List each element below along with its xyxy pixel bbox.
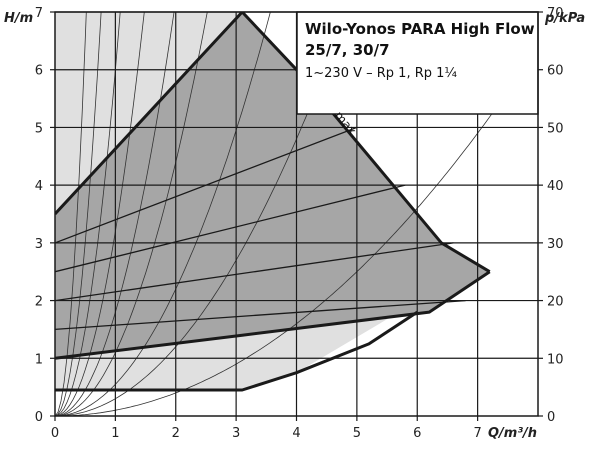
pump-curve-6 xyxy=(55,299,466,331)
system-curve-4 xyxy=(55,12,121,416)
y-tick-label-2: 2 xyxy=(35,295,43,310)
pump-curve-1 xyxy=(55,270,491,360)
y-tick-label-5: 5 xyxy=(35,121,43,136)
system-curve-5 xyxy=(55,12,102,416)
right-axis-label: p/kPa xyxy=(544,11,585,26)
x-tick-label-2: 2 xyxy=(172,426,180,441)
r-tick-label-40: 40 xyxy=(547,179,564,194)
y-tick-label-1: 1 xyxy=(35,352,43,367)
pump-curve-2 xyxy=(55,310,419,392)
x-tick-label-7: 7 xyxy=(473,426,481,441)
pump-curve-5 xyxy=(55,242,454,302)
x-tick-label-1: 1 xyxy=(111,426,119,441)
x-tick-label-5: 5 xyxy=(353,426,361,441)
pump-curve-3 xyxy=(55,126,358,244)
y-tick-label-4: 4 xyxy=(35,179,43,194)
y-tick-label-3: 3 xyxy=(35,237,43,252)
chart-title: Wilo-Yonos PARA High Flow xyxy=(305,20,535,38)
system-curve-6 xyxy=(55,12,87,416)
r-tick-label-20: 20 xyxy=(547,295,564,310)
x-tick-label-6: 6 xyxy=(413,426,421,441)
r-tick-label-60: 60 xyxy=(547,64,564,79)
x-axis-label: Q/m³/h xyxy=(488,426,537,441)
x-tick-label-4: 4 xyxy=(292,426,300,441)
chart-subtitle-2: 1~230 V – Rp 1, Rp 1¼ xyxy=(305,66,457,81)
chart-subtitle-1: 25/7, 30/7 xyxy=(305,41,390,59)
y-tick-label-7: 7 xyxy=(35,6,43,21)
r-tick-label-10: 10 xyxy=(547,352,564,367)
y-tick-label-6: 6 xyxy=(35,64,43,79)
x-tick-label-3: 3 xyxy=(232,426,240,441)
r-tick-label-30: 30 xyxy=(547,237,564,252)
r-tick-label-0: 0 xyxy=(547,410,555,425)
pump-curve-4 xyxy=(55,184,406,273)
r-tick-label-50: 50 xyxy=(547,121,564,136)
left-axis-label: H/m xyxy=(4,11,33,26)
system-curve-1 xyxy=(55,12,208,416)
system-curve-0 xyxy=(55,12,271,416)
x-tick-label-0: 0 xyxy=(51,426,59,441)
y-tick-label-0: 0 xyxy=(35,410,43,425)
r-tick-label-70: 70 xyxy=(547,6,564,21)
